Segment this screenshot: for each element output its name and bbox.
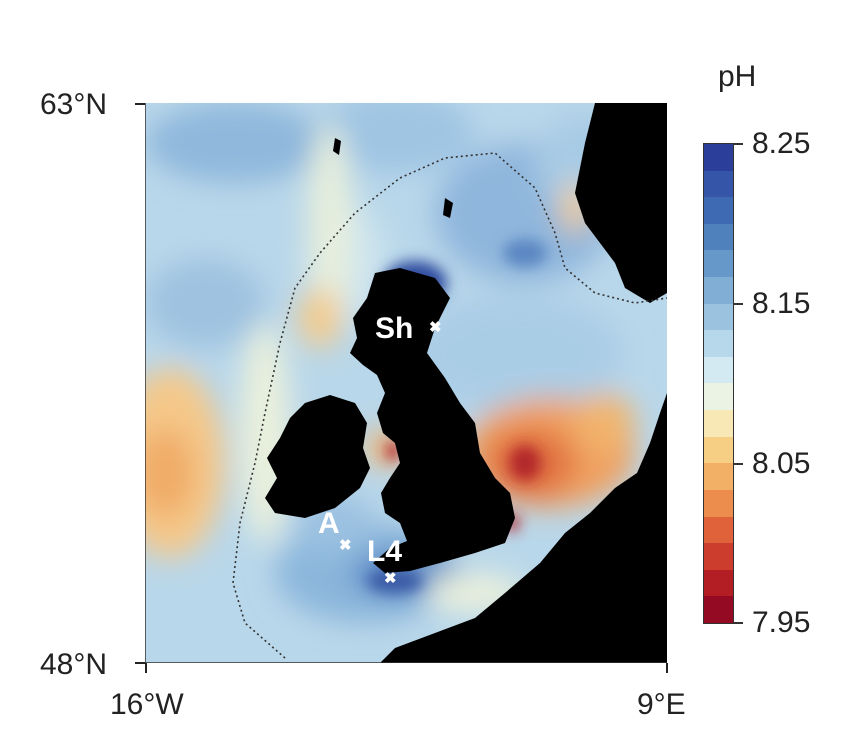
colorbar-segment — [704, 223, 733, 251]
colorbar-segment — [704, 197, 733, 224]
colorbar-segment — [704, 410, 733, 437]
colorbar-label-low: 8.05 — [752, 447, 811, 480]
shelf-edge-line — [232, 152, 667, 659]
site-label-sh: Sh — [375, 312, 414, 345]
colorbar-segment — [704, 489, 733, 517]
ph-map-canvas — [145, 103, 667, 663]
lat-label-north: 63°N — [40, 88, 108, 121]
colorbar-title: pH — [718, 60, 757, 93]
colorbar-label-max: 8.25 — [752, 127, 811, 160]
ph-map — [145, 103, 667, 663]
colorbar-segment — [704, 330, 733, 357]
site-marker-a: ✖ — [339, 537, 352, 554]
ph-field — [145, 103, 635, 623]
colorbar-segment — [704, 250, 733, 278]
colorbar-label-min: 7.95 — [752, 606, 811, 639]
colorbar-tick — [734, 622, 743, 624]
site-label-a: A — [318, 507, 340, 540]
lat-tick-bottom — [135, 662, 145, 664]
colorbar-segment — [704, 356, 733, 384]
colorbar-tick — [734, 303, 743, 305]
low-ph-patch — [509, 445, 541, 481]
colorbar-segment — [704, 569, 733, 597]
site-marker-l4: ✖ — [384, 570, 397, 587]
colorbar-segment — [704, 436, 733, 464]
lat-tick-top — [135, 103, 145, 105]
colorbar-label-high: 8.15 — [752, 287, 811, 320]
colorbar — [703, 143, 734, 624]
colorbar-tick — [734, 143, 743, 145]
site-label-l4: L4 — [367, 535, 403, 568]
lon-label-west: 16°W — [110, 688, 184, 721]
colorbar-segment — [704, 277, 733, 304]
lon-tick-left — [145, 663, 147, 673]
colorbar-segment — [704, 516, 733, 544]
colorbar-tick — [734, 463, 743, 465]
colorbar-segment — [704, 144, 733, 171]
land — [265, 103, 667, 663]
colorbar-segment — [704, 463, 733, 490]
site-marker-sh: ✖ — [429, 319, 442, 336]
colorbar-segment — [704, 383, 733, 411]
lon-tick-right — [666, 663, 668, 673]
colorbar-segment — [704, 596, 733, 623]
lon-label-east: 9°E — [637, 688, 686, 721]
colorbar-segment — [704, 303, 733, 331]
colorbar-segment — [704, 543, 733, 570]
lat-label-south: 48°N — [40, 648, 108, 681]
colorbar-segment — [704, 170, 733, 198]
